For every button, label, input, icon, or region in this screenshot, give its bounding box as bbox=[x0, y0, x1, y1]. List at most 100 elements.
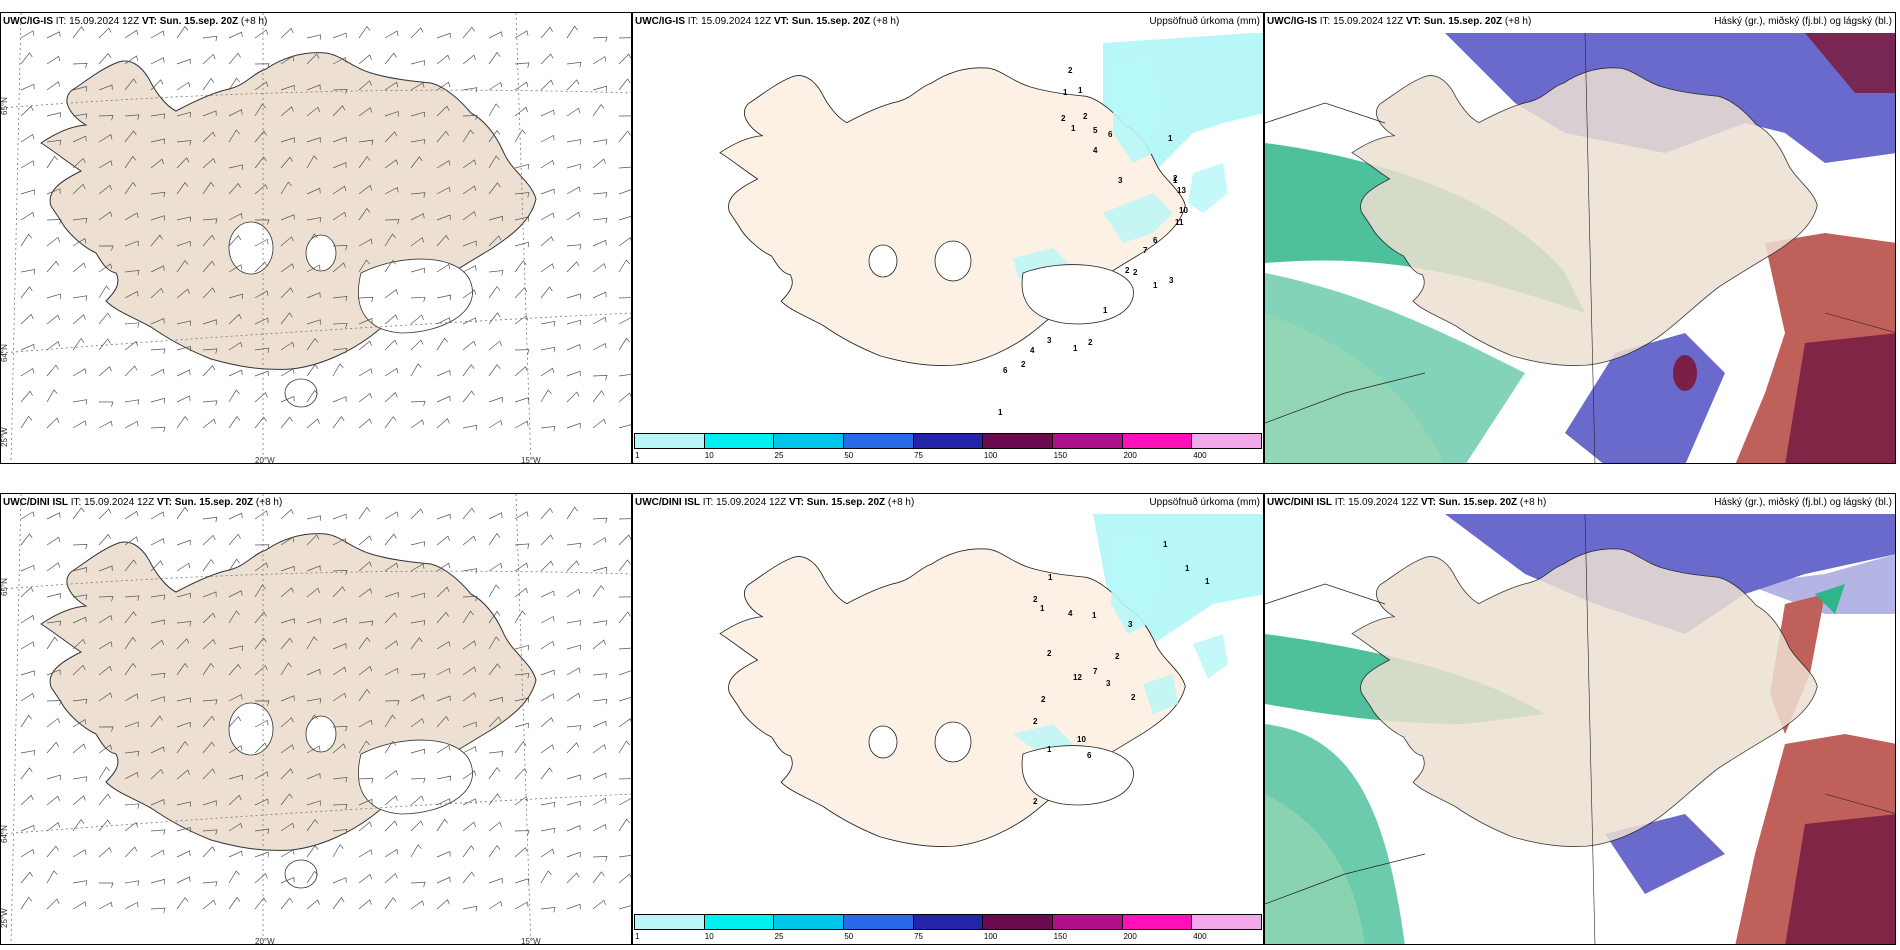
wind-barb bbox=[72, 818, 85, 832]
wind-barb bbox=[488, 182, 501, 195]
wind-barb bbox=[436, 263, 451, 273]
wind-barb bbox=[98, 27, 112, 39]
wind-barb bbox=[280, 27, 294, 39]
wind-barb bbox=[306, 34, 322, 40]
wind-barb bbox=[280, 793, 293, 806]
wind-barb bbox=[384, 186, 399, 195]
cloud-map-top bbox=[1265, 32, 1895, 463]
wind-barb bbox=[46, 314, 60, 325]
wind-barb bbox=[98, 115, 114, 121]
wind-barb bbox=[566, 588, 581, 598]
wind-barb bbox=[254, 347, 270, 353]
wind-barb bbox=[618, 534, 631, 546]
wind-barb bbox=[228, 109, 243, 117]
wind-barb bbox=[540, 286, 553, 299]
wind-barb bbox=[228, 182, 242, 195]
wind-barb bbox=[332, 692, 347, 702]
wind-barb bbox=[98, 641, 113, 650]
wind-barb bbox=[540, 109, 555, 117]
wind-barb bbox=[462, 568, 478, 574]
wind-barb bbox=[488, 900, 503, 910]
wind-barb bbox=[124, 240, 139, 247]
precip-value-label: 2 bbox=[1047, 649, 1052, 658]
wind-barb bbox=[514, 722, 529, 729]
precip-value-label: 5 bbox=[1093, 126, 1098, 135]
wind-barb bbox=[176, 621, 192, 627]
wind-barb bbox=[514, 192, 530, 198]
wind-barb bbox=[228, 896, 241, 910]
colorbar-label: 1 bbox=[635, 451, 640, 460]
wind-barb bbox=[332, 828, 348, 835]
wind-barb bbox=[566, 107, 581, 117]
wind-barb bbox=[566, 422, 581, 429]
colorbar-segment bbox=[635, 915, 705, 929]
precip-colorbar bbox=[634, 914, 1262, 930]
wind-barb bbox=[332, 57, 347, 65]
wind-barb bbox=[228, 774, 243, 781]
wind-barb bbox=[436, 234, 450, 247]
wind-barb bbox=[332, 211, 347, 221]
wind-barb bbox=[410, 844, 422, 858]
wind-barb bbox=[592, 744, 607, 754]
wind-barb bbox=[72, 314, 86, 325]
wind-barb bbox=[488, 793, 501, 806]
wind-barb bbox=[592, 342, 607, 351]
wind-barb bbox=[46, 31, 61, 39]
wind-barb bbox=[202, 591, 217, 598]
wind-barb bbox=[202, 53, 216, 65]
wind-panel-bottom: 65°N 64°N 25°W 20°W 15°W UWC/DINI ISL IT… bbox=[0, 493, 632, 945]
wind-barb bbox=[306, 515, 322, 521]
wind-barb bbox=[228, 663, 242, 676]
precip-value-label: 1 bbox=[1173, 176, 1178, 185]
wind-barb bbox=[98, 84, 113, 91]
wind-barb bbox=[488, 363, 501, 377]
wind-barb bbox=[566, 800, 581, 807]
wind-barb bbox=[202, 899, 216, 910]
wind-barb bbox=[410, 400, 426, 407]
wind-barb bbox=[254, 81, 269, 91]
wind-barb bbox=[306, 364, 319, 377]
wind-barb bbox=[280, 897, 293, 910]
precip-value-label: 1 bbox=[1168, 134, 1173, 143]
wind-barb bbox=[202, 181, 215, 195]
wind-barb bbox=[384, 30, 399, 39]
precip-value-label: 6 bbox=[1003, 366, 1008, 375]
wind-barb bbox=[540, 188, 555, 195]
colorbar-label: 25 bbox=[774, 451, 784, 460]
wind-barb bbox=[98, 901, 113, 910]
wind-barb bbox=[488, 215, 503, 222]
wind-barb bbox=[72, 217, 88, 224]
wind-barb bbox=[462, 905, 478, 912]
wind-barb bbox=[98, 726, 114, 732]
wind-barb bbox=[384, 769, 399, 780]
wind-barb bbox=[436, 899, 450, 910]
wind-barb bbox=[514, 562, 529, 572]
wind-barb bbox=[124, 751, 140, 757]
wind-barb bbox=[72, 157, 86, 169]
wind-barb bbox=[150, 639, 164, 650]
wind-barb bbox=[306, 714, 318, 728]
wind-barb bbox=[566, 824, 581, 832]
wind-barb bbox=[462, 507, 475, 520]
wind-barb bbox=[20, 189, 35, 195]
wind-barb bbox=[98, 819, 111, 832]
wind-barb bbox=[98, 211, 113, 221]
panel-header: UWC/DINI ISL IT: 15.09.2024 12Z VT: Sun.… bbox=[3, 497, 283, 508]
wind-barb bbox=[384, 110, 399, 117]
wind-barb bbox=[306, 233, 318, 247]
wind-barb bbox=[358, 561, 372, 572]
wind-barb bbox=[514, 30, 529, 39]
wind-barb bbox=[20, 794, 34, 806]
wind-barb bbox=[72, 337, 85, 351]
wind-barb bbox=[410, 673, 426, 679]
wind-barb bbox=[306, 53, 320, 65]
wind-barb bbox=[20, 564, 35, 572]
wind-barb bbox=[618, 115, 631, 117]
wind-barb bbox=[72, 616, 87, 624]
wind-barb bbox=[566, 211, 581, 221]
wind-barb bbox=[410, 881, 426, 888]
precip-value-label: 4 bbox=[1030, 346, 1035, 355]
wind-barb bbox=[280, 768, 294, 780]
colorbar-label: 50 bbox=[844, 451, 854, 460]
wind-barb bbox=[462, 692, 477, 702]
